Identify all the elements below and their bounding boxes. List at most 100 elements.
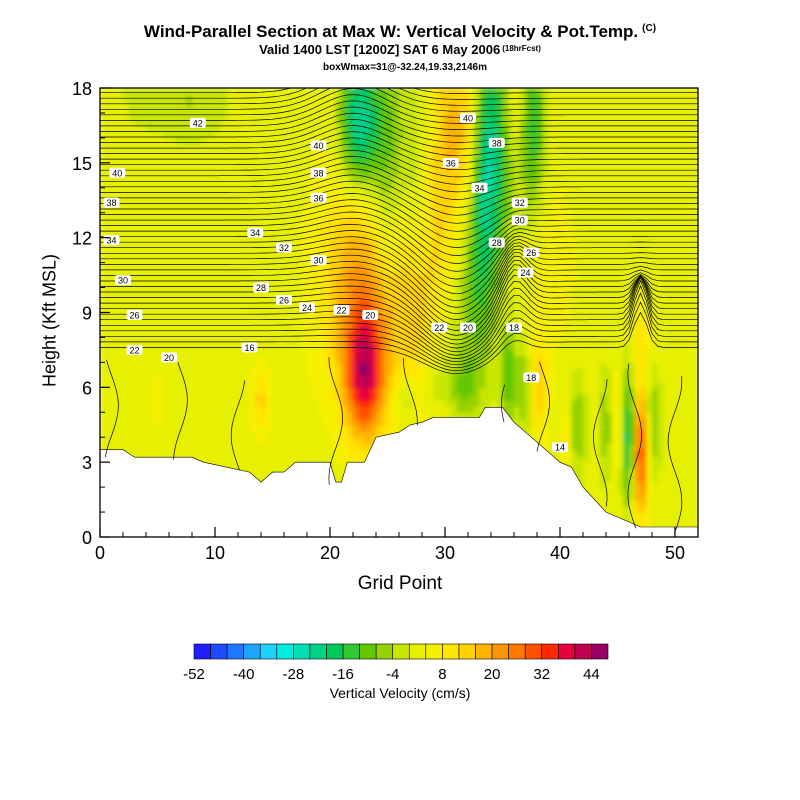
w-field-cell <box>111 88 118 95</box>
w-field-cell <box>376 418 383 426</box>
w-field-cell <box>117 387 124 395</box>
w-field-cell <box>370 368 377 376</box>
w-field-cell <box>266 112 274 120</box>
w-field-cell <box>358 125 366 133</box>
w-field-cell <box>128 175 136 183</box>
w-field-cell <box>433 331 440 339</box>
w-field-cell <box>146 181 153 189</box>
w-field-cell <box>318 399 325 407</box>
w-field-cell <box>307 424 314 432</box>
w-field-cell <box>422 250 429 257</box>
w-field-cell <box>456 387 463 395</box>
w-field-cell <box>410 212 417 220</box>
w-field-cell <box>341 318 348 326</box>
w-field-cell <box>105 349 113 357</box>
w-field-cell <box>209 212 216 220</box>
w-field-cell <box>157 449 164 457</box>
w-field-cell <box>491 131 498 139</box>
w-field-cell <box>335 462 343 470</box>
w-field-cell <box>450 287 458 295</box>
w-field-cell <box>278 256 285 264</box>
w-field-cell <box>439 262 446 270</box>
w-field-cell <box>341 449 348 457</box>
w-field-cell <box>249 443 256 451</box>
w-field-cell <box>238 324 245 332</box>
w-field-cell <box>485 106 492 114</box>
w-field-cell <box>456 281 463 289</box>
w-field-cell <box>180 181 187 189</box>
w-field-cell <box>123 399 130 407</box>
w-field-cell <box>215 225 222 233</box>
w-field-cell <box>445 119 452 127</box>
w-field-cell <box>220 162 228 170</box>
w-field-cell <box>169 287 176 295</box>
w-field-cell <box>295 250 302 257</box>
w-field-cell <box>111 430 118 438</box>
w-field-cell <box>192 362 199 370</box>
w-field-cell <box>381 243 389 251</box>
w-field-cell <box>140 312 147 320</box>
w-field-cell <box>197 131 205 139</box>
w-field-cell <box>289 112 297 120</box>
w-field-cell <box>180 449 187 457</box>
w-field-cell <box>376 300 383 307</box>
w-field-cell <box>479 324 486 332</box>
w-field-cell <box>117 243 124 251</box>
w-field-cell <box>272 300 279 307</box>
w-field-cell <box>238 368 245 376</box>
w-field-cell <box>347 119 354 127</box>
w-field-cell <box>404 387 412 395</box>
w-field-cell <box>491 349 498 357</box>
w-field-cell <box>410 194 417 201</box>
w-field-cell <box>243 231 251 239</box>
w-field-cell <box>243 268 251 276</box>
w-field-cell <box>410 88 417 95</box>
w-field-cell <box>318 406 325 413</box>
w-field-cell <box>261 88 268 95</box>
w-field-cell <box>433 281 440 289</box>
w-field-cell <box>462 300 469 307</box>
w-field-cell <box>387 250 394 257</box>
w-field-cell <box>174 187 182 195</box>
w-field-cell <box>445 312 452 320</box>
w-field-cell <box>301 399 308 407</box>
w-field-cell <box>163 243 170 251</box>
w-field-cell <box>485 324 492 332</box>
w-field-cell <box>238 318 245 326</box>
w-field-cell <box>347 150 354 158</box>
w-field-cell <box>100 437 107 445</box>
w-field-cell <box>399 156 406 164</box>
w-field-cell <box>324 237 331 245</box>
w-field-cell <box>422 88 429 95</box>
w-field-cell <box>215 362 222 370</box>
w-field-cell <box>169 406 176 413</box>
w-field-cell <box>232 218 239 226</box>
w-field-cell <box>335 162 343 170</box>
w-field-cell <box>485 225 492 233</box>
w-field-cell <box>157 312 164 320</box>
w-field-cell <box>295 381 302 388</box>
w-field-cell <box>255 218 262 226</box>
w-field-cell <box>255 256 262 264</box>
w-field-cell <box>312 112 320 120</box>
w-field-cell <box>174 156 182 164</box>
w-field-cell <box>410 362 417 370</box>
w-field-cell <box>318 300 325 307</box>
w-field-cell <box>278 175 285 183</box>
w-field-cell <box>134 206 141 214</box>
w-field-cell <box>249 337 256 345</box>
w-field-cell <box>261 181 268 189</box>
w-field-cell <box>123 156 130 164</box>
w-field-cell <box>422 281 429 289</box>
w-field-cell <box>439 412 446 420</box>
w-field-cell <box>226 88 233 95</box>
w-field-cell <box>117 430 124 438</box>
w-field-cell <box>100 349 107 357</box>
w-field-cell <box>468 162 475 170</box>
w-field-cell <box>330 418 337 426</box>
w-field-cell <box>215 287 222 295</box>
w-field-cell <box>404 362 412 370</box>
w-field-cell <box>330 200 337 208</box>
w-field-cell <box>232 256 239 264</box>
w-field-cell <box>186 387 193 395</box>
